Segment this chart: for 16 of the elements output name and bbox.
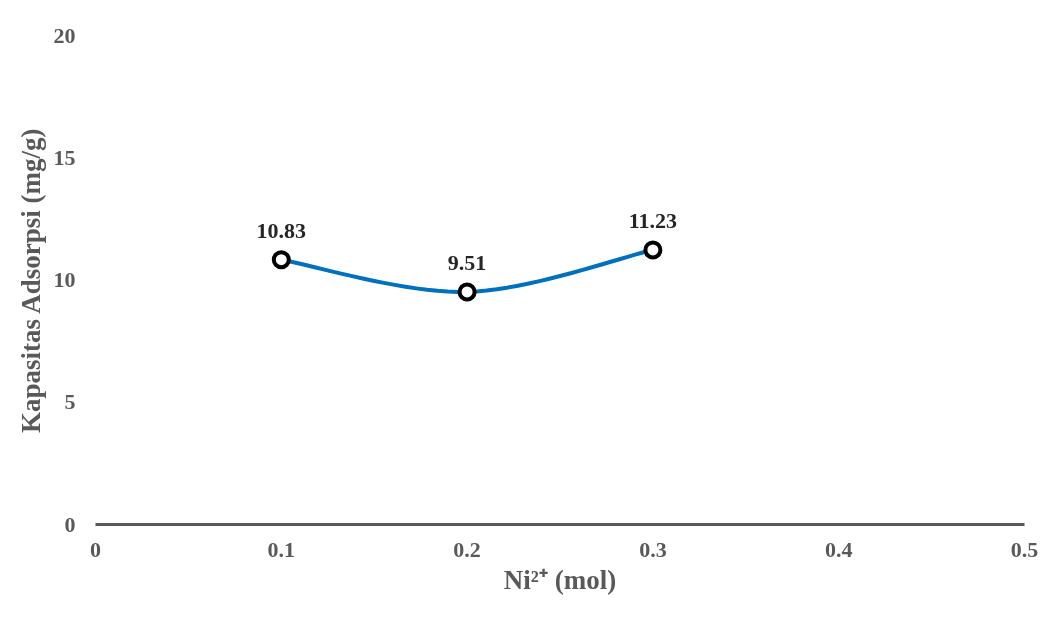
y-tick-label: 5 [64,389,76,415]
x-tick-label: 0.3 [639,536,667,562]
x-tick-label: 0.5 [1010,536,1039,562]
y-tick-label: 20 [53,22,76,48]
y-tick-label: 0 [64,511,76,537]
data-label: 9.51 [447,249,487,275]
x-tick-label: 0 [90,536,101,562]
y-tick-label: 10 [53,267,76,292]
x-tick-label: 0.1 [267,536,296,562]
data-label: 10.83 [256,217,307,243]
x-tick-label: 0.4 [824,536,853,562]
y-tick-label: 15 [53,144,76,170]
x-tick-label: 0.2 [453,536,481,562]
y-axis-title: Kapasitas Adsorpsi (mg/g) [15,128,46,434]
data-label: 11.23 [628,207,678,233]
x-axis-title: Ni²⁺ (mol) [503,564,617,595]
